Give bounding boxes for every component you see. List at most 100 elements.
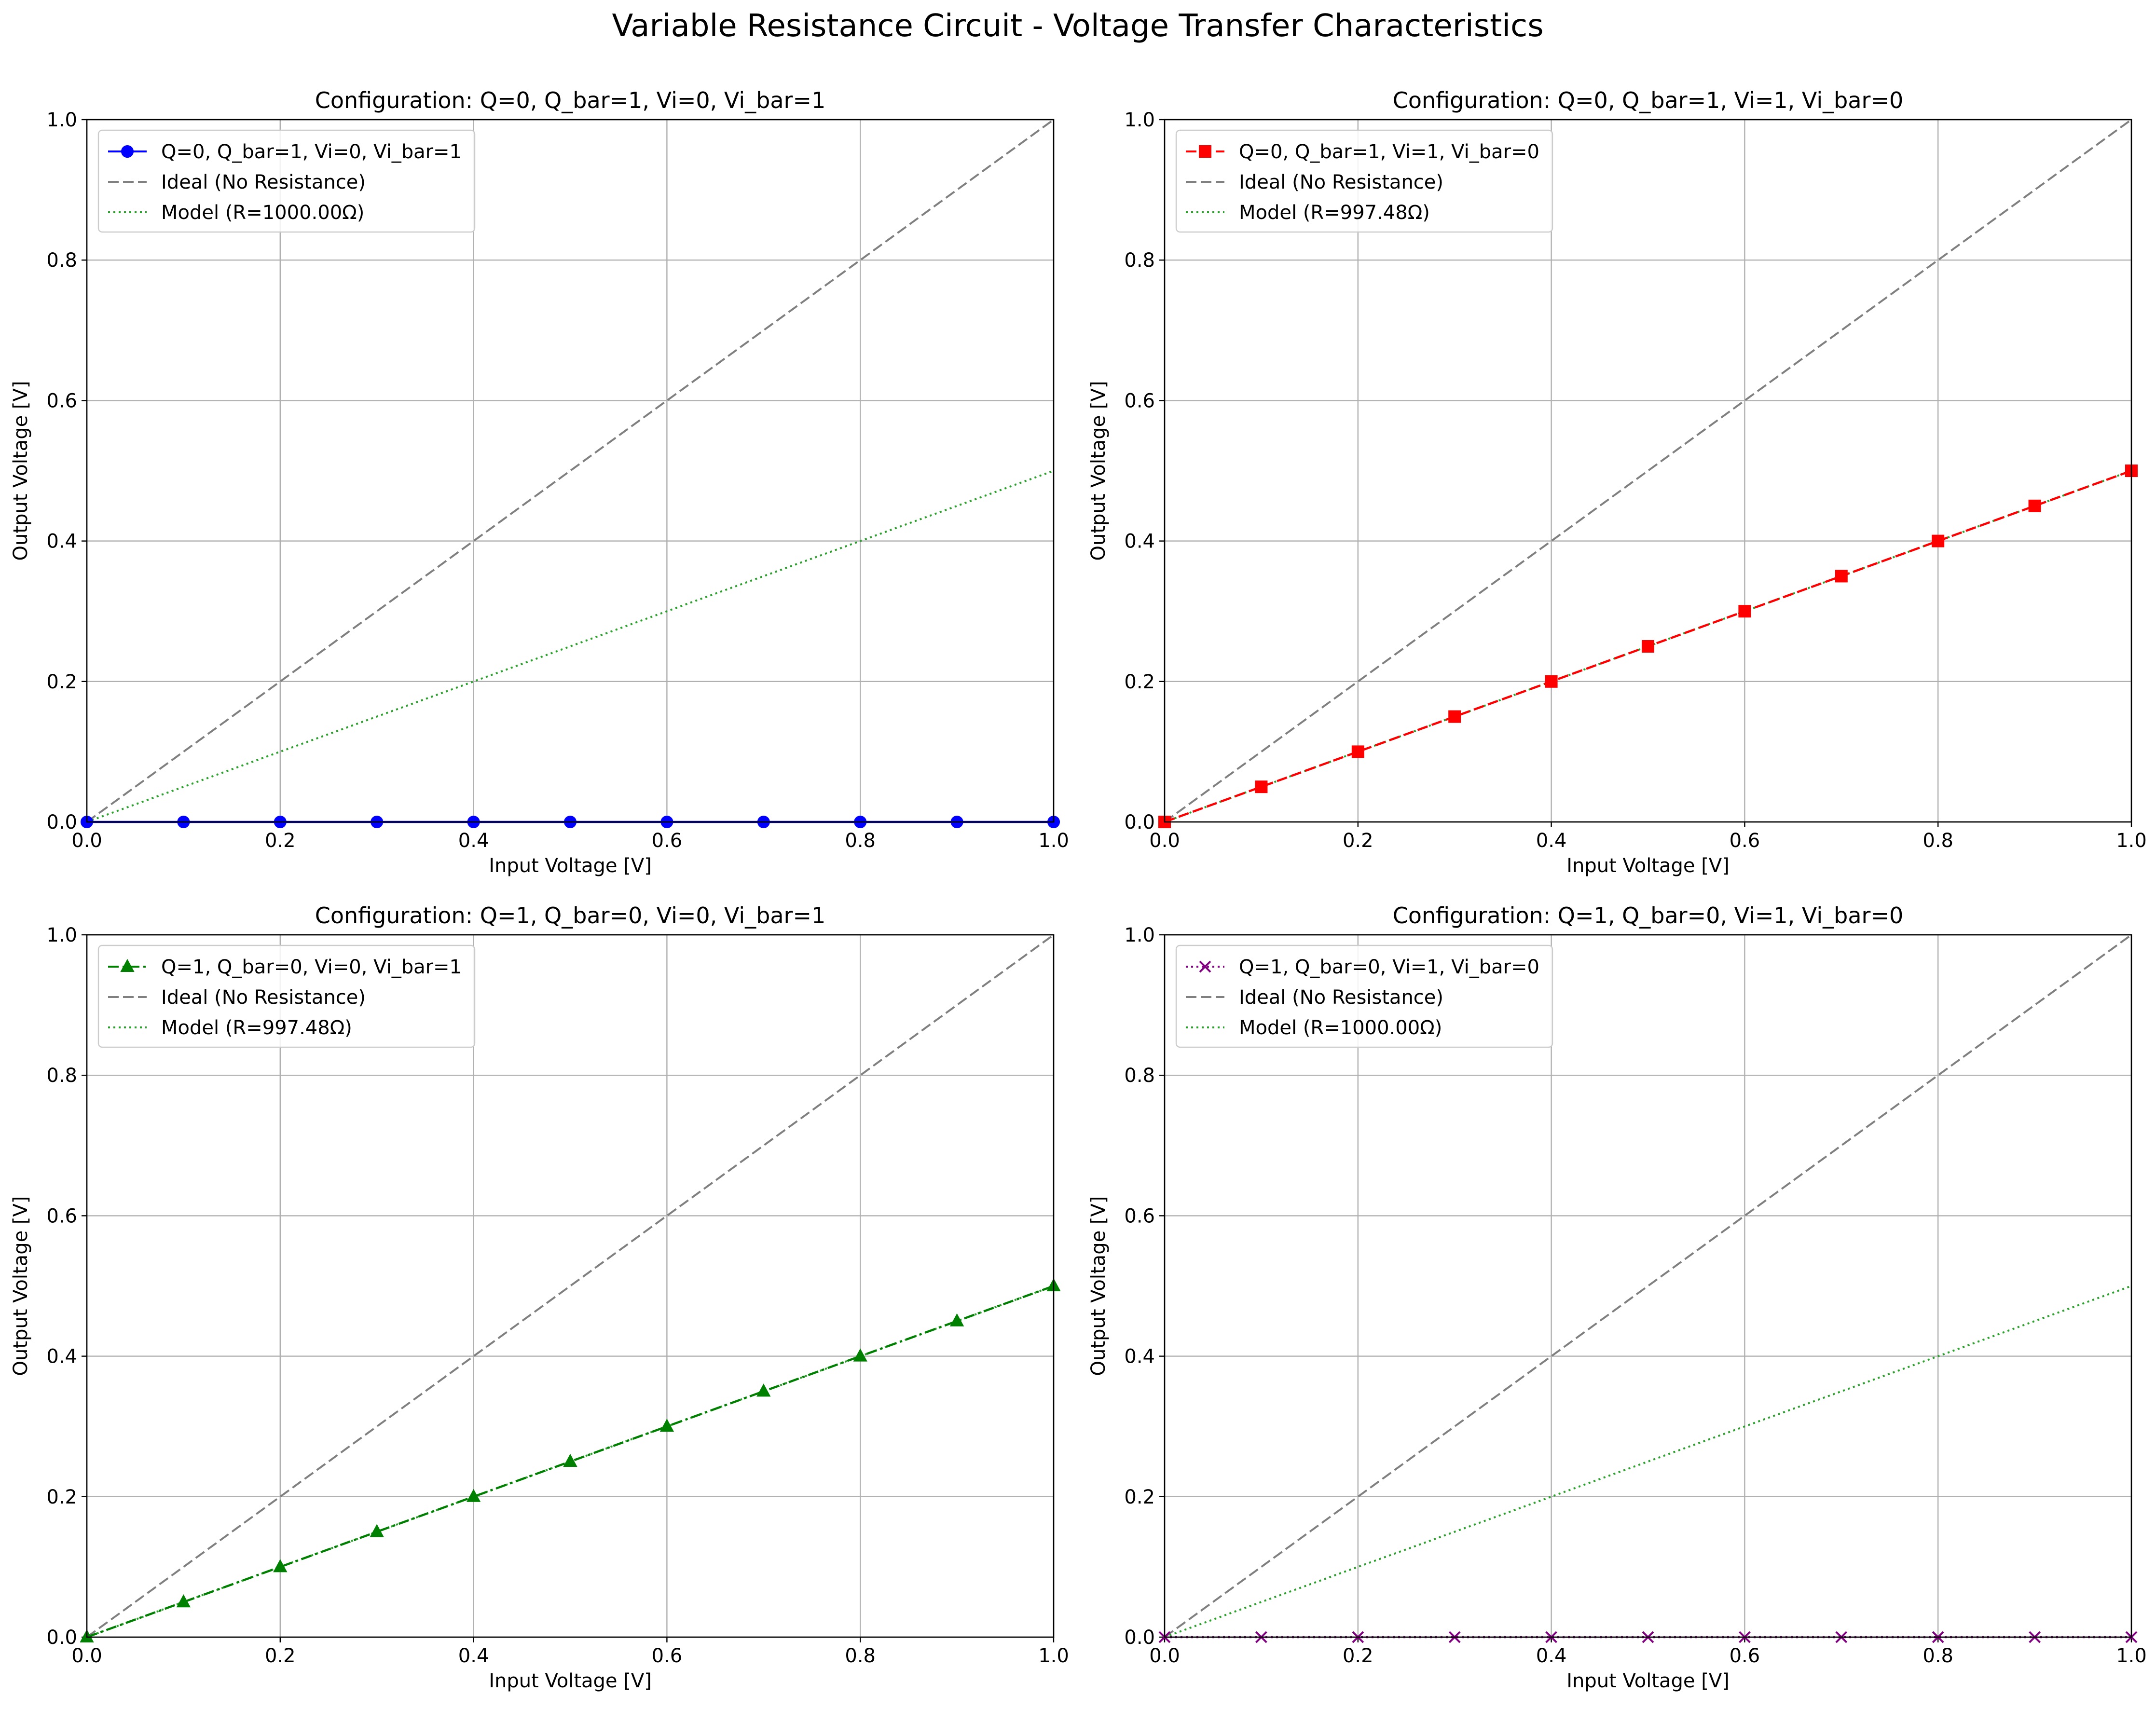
series-line — [86, 119, 1055, 823]
y-tick-label: 0.2 — [1124, 671, 1155, 693]
y-tick-label: 0.4 — [46, 531, 77, 553]
y-tick-label: 0.4 — [1124, 1346, 1155, 1368]
y-tick-label: 0.6 — [46, 1205, 77, 1227]
y-tick-label: 0.8 — [46, 1065, 77, 1087]
y-tick-label: 0.4 — [1124, 531, 1155, 553]
x-tick-label: 1.0 — [1038, 830, 1069, 852]
legend-entry-label: Ideal (No Resistance) — [161, 171, 366, 193]
x-tick-label: 1.0 — [2116, 1645, 2147, 1667]
axes-frame — [86, 934, 1055, 1638]
data-point — [466, 1489, 481, 1502]
legend-frame — [1175, 944, 1553, 1048]
y-tick-label: 1.0 — [1124, 924, 1155, 946]
x-tick-label: 0.4 — [458, 830, 489, 852]
legend-entry-label: Model (R=1000.00Ω) — [1239, 1017, 1442, 1039]
x-axis-label: Input Voltage [V] — [1566, 855, 1730, 877]
y-tick-label: 0.0 — [46, 1627, 77, 1649]
x-tick-label: 0.4 — [458, 1645, 489, 1667]
data-point — [273, 1559, 288, 1572]
y-axis-label: Output Voltage [V] — [10, 1196, 32, 1376]
y-tick-label: 0.8 — [1124, 249, 1155, 272]
y-tick-label: 1.0 — [46, 109, 77, 131]
legend-marker-sample — [1199, 145, 1211, 158]
legend: Q=1, Q_bar=0, Vi=1, Vi_bar=0 Ideal (No Re… — [1175, 944, 1553, 1048]
legend: Q=1, Q_bar=0, Vi=0, Vi_bar=1 Ideal (No Re… — [97, 944, 476, 1048]
plot-area — [1158, 119, 2138, 828]
y-tick-label: 0.8 — [46, 249, 77, 272]
x-tick-label: 0.0 — [1149, 1645, 1180, 1667]
x-tick-label: 0.0 — [1149, 830, 1180, 852]
legend-entry-label: Q=1, Q_bar=0, Vi=0, Vi_bar=1 — [161, 956, 462, 978]
series-line — [1164, 1285, 2132, 1638]
legend-entry-label: Ideal (No Resistance) — [161, 986, 366, 1009]
x-tick-label: 1.0 — [1038, 1645, 1069, 1667]
y-tick-label: 0.4 — [46, 1346, 77, 1368]
y-tick-label: 0.0 — [46, 811, 77, 834]
data-point — [949, 1313, 964, 1326]
x-axis-label: Input Voltage [V] — [489, 1670, 652, 1692]
y-axis-label: Output Voltage [V] — [1087, 1196, 1110, 1376]
x-tick-label: 0.2 — [265, 830, 296, 852]
subplot-title: Configuration: Q=0, Q_bar=1, Vi=1, Vi_ba… — [1393, 87, 1904, 113]
x-tick-label: 0.6 — [1730, 830, 1760, 852]
legend-entry-label: Ideal (No Resistance) — [1239, 171, 1443, 193]
y-tick-label: 0.2 — [46, 1486, 77, 1508]
y-tick-label: 0.2 — [46, 671, 77, 693]
data-point — [1932, 534, 1945, 547]
x-axis-label: Input Voltage [V] — [489, 855, 652, 877]
data-point — [853, 1348, 867, 1362]
x-tick-label: 0.6 — [1730, 1645, 1760, 1667]
data-point — [1738, 605, 1751, 618]
data-point — [370, 1524, 384, 1537]
x-tick-label: 0.0 — [71, 830, 102, 852]
x-tick-label: 0.8 — [1923, 830, 1953, 852]
x-tick-label: 0.6 — [652, 830, 683, 852]
x-tick-label: 0.4 — [1536, 830, 1567, 852]
x-tick-label: 0.8 — [1923, 1645, 1953, 1667]
data-point — [659, 1419, 674, 1432]
data-point — [176, 1594, 191, 1608]
series-line — [1164, 119, 2132, 823]
subplot-title: Configuration: Q=1, Q_bar=0, Vi=1, Vi_ba… — [1393, 902, 1904, 929]
data-point — [1835, 570, 1848, 583]
legend-entry-label: Q=1, Q_bar=0, Vi=1, Vi_bar=0 — [1239, 956, 1539, 978]
data-point — [756, 1383, 771, 1397]
data-point — [1545, 675, 1558, 688]
x-tick-label: 0.2 — [265, 1645, 296, 1667]
data-point — [1642, 640, 1654, 653]
legend-entry-label: Q=0, Q_bar=1, Vi=1, Vi_bar=0 — [1239, 141, 1539, 163]
y-tick-label: 0.2 — [1124, 1486, 1155, 1508]
y-tick-label: 0.6 — [1124, 1205, 1155, 1227]
data-point — [2028, 499, 2041, 512]
subplot-2: 0.0 0.2 0.4 0.6 0.8 1.0 0.0 0.2 0.4 0.6 0.8 1.0 Conf… — [1087, 87, 2147, 877]
axes-frame — [86, 119, 1055, 823]
y-tick-label: 0.6 — [1124, 390, 1155, 412]
x-tick-label: 0.0 — [71, 1645, 102, 1667]
x-tick-label: 0.2 — [1343, 830, 1373, 852]
y-tick-label: 1.0 — [46, 924, 77, 946]
x-axis-label: Input Voltage [V] — [1566, 1670, 1730, 1692]
y-axis-label: Output Voltage [V] — [1087, 381, 1110, 561]
x-tick-label: 0.8 — [845, 1645, 876, 1667]
legend-frame — [97, 129, 476, 233]
legend-entry-label: Q=0, Q_bar=1, Vi=0, Vi_bar=1 — [161, 141, 462, 163]
data-point — [1351, 745, 1364, 758]
legend-entry-label: Ideal (No Resistance) — [1239, 986, 1443, 1009]
data-point — [1255, 780, 1268, 793]
data-point — [563, 1453, 577, 1467]
subplot-1: 0.0 0.2 0.4 0.6 0.8 1.0 0.0 0.2 0.4 0.6 0.8 1.0 Conf… — [10, 87, 1069, 877]
x-tick-label: 0.6 — [652, 1645, 683, 1667]
legend: Q=0, Q_bar=1, Vi=1, Vi_bar=0 Ideal (No Re… — [1175, 129, 1553, 233]
y-tick-label: 1.0 — [1124, 109, 1155, 131]
figure-title: Variable Resistance Circuit - Voltage Tr… — [612, 8, 1543, 44]
axes-frame — [1164, 934, 2132, 1638]
legend-entry-label: Model (R=1000.00Ω) — [161, 202, 364, 224]
legend-frame — [1175, 129, 1553, 233]
subplot-title: Configuration: Q=0, Q_bar=1, Vi=0, Vi_ba… — [315, 87, 826, 113]
subplot-3: 0.0 0.2 0.4 0.6 0.8 1.0 0.0 0.2 0.4 0.6 0.8 1.0 Conf… — [10, 902, 1069, 1692]
y-axis-label: Output Voltage [V] — [10, 381, 32, 561]
legend-entry-label: Model (R=997.48Ω) — [161, 1017, 352, 1039]
x-tick-label: 0.4 — [1536, 1645, 1567, 1667]
